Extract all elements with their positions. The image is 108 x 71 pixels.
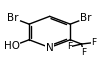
Text: F: F [67, 42, 72, 51]
Text: N: N [46, 43, 54, 53]
Text: HO: HO [4, 41, 20, 51]
Text: F: F [91, 38, 96, 47]
Text: Br: Br [80, 13, 92, 23]
Text: F: F [81, 48, 86, 57]
Text: Br: Br [7, 13, 19, 23]
